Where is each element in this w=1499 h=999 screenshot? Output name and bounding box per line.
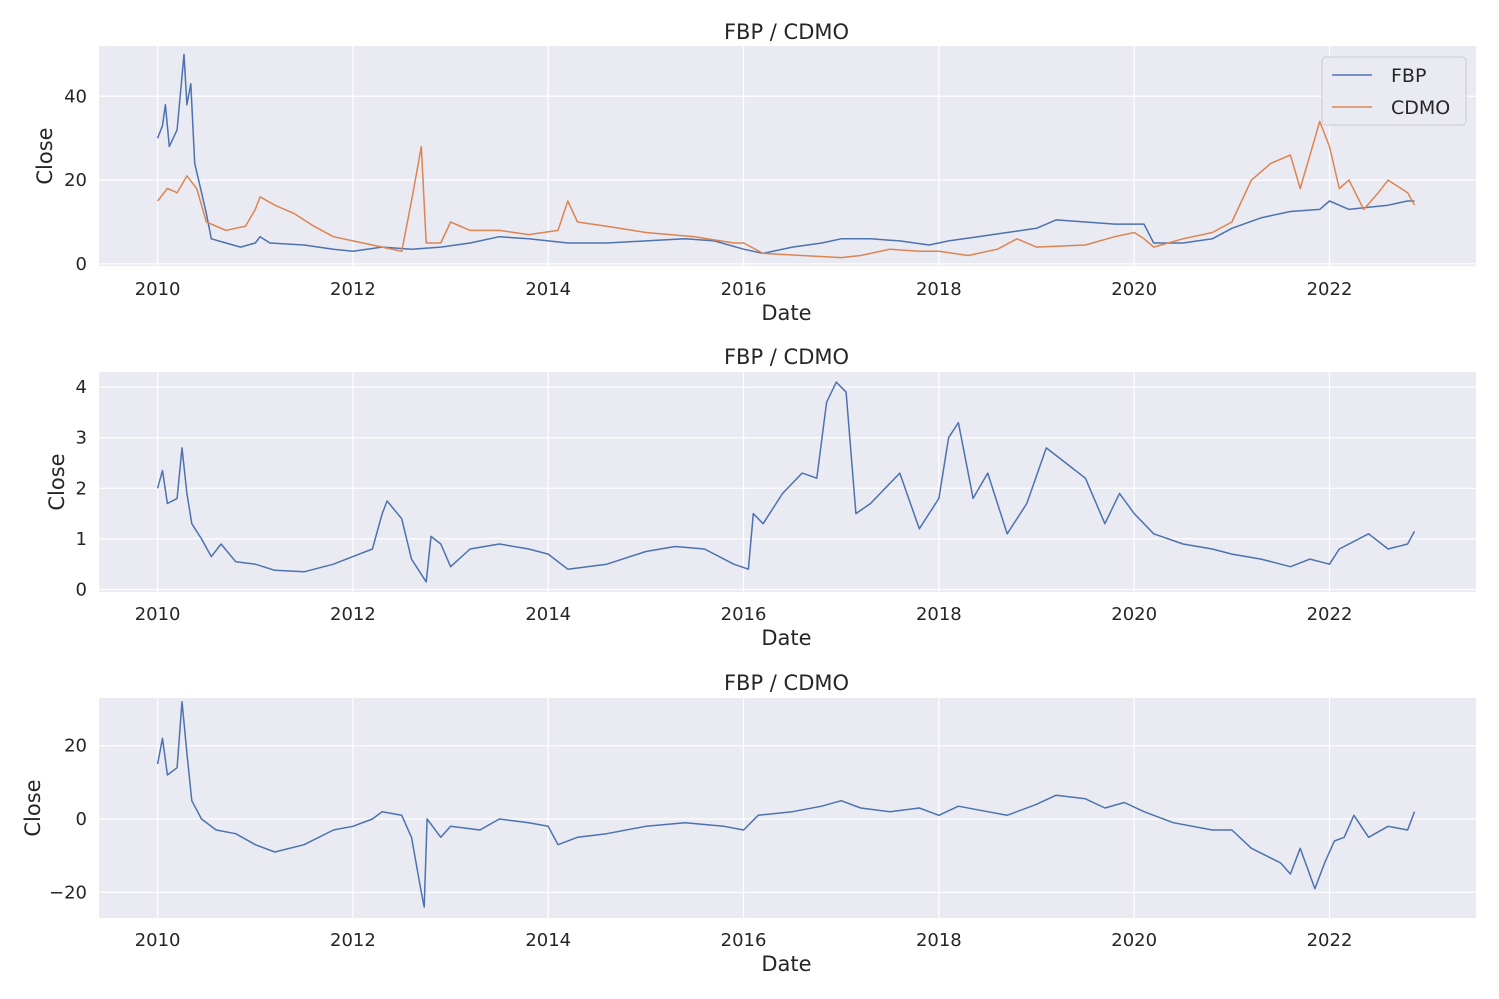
x-tick-label: 2022 bbox=[1307, 930, 1353, 951]
y-tick-label: 0 bbox=[76, 579, 87, 600]
y-axis-label: Close bbox=[33, 127, 57, 184]
y-tick-label: 0 bbox=[76, 809, 87, 830]
chart-panel-2: 2010 2012 2014 2016 2018 2020 2022 0 1 2 3 4 FBP / C… bbox=[45, 345, 1476, 650]
legend-label-fbp: FBP bbox=[1391, 65, 1426, 87]
chart-panel-3: 2010 2012 2014 2016 2018 2020 2022 −20 0 20 FBP / … bbox=[21, 671, 1476, 976]
x-tick-label: 2016 bbox=[721, 279, 767, 300]
chart-panel-1: 2010 2012 2014 2016 2018 2020 2022 0 20 40 FBP / C… bbox=[33, 20, 1476, 325]
y-tick-label: 4 bbox=[76, 377, 87, 398]
x-tick-label: 2014 bbox=[525, 279, 571, 300]
y-tick-label: 0 bbox=[76, 254, 87, 275]
series-line-series-1 bbox=[156, 381, 1416, 583]
x-tick-label: 2018 bbox=[916, 930, 962, 951]
x-tick-label: 2012 bbox=[330, 930, 376, 951]
legend-label-cdmo: CDMO bbox=[1391, 97, 1450, 119]
x-tick-label: 2020 bbox=[1111, 279, 1157, 300]
y-tick-label: −20 bbox=[49, 882, 87, 903]
y-tick-label: 3 bbox=[76, 428, 87, 449]
legend-box bbox=[1321, 56, 1467, 126]
y-tick-label: 2 bbox=[76, 478, 87, 499]
legend: FBP CDMO bbox=[1321, 56, 1467, 126]
x-tick-label: 2012 bbox=[330, 604, 376, 625]
plot-area bbox=[99, 698, 1476, 918]
x-tick-label: 2018 bbox=[916, 279, 962, 300]
y-tick-label: 20 bbox=[64, 736, 87, 757]
x-tick-label: 2010 bbox=[135, 930, 181, 951]
x-tick-label: 2016 bbox=[721, 930, 767, 951]
y-tick-label: 20 bbox=[64, 170, 87, 191]
x-tick-label: 2022 bbox=[1307, 604, 1353, 625]
y-tick-label: 40 bbox=[64, 86, 87, 107]
x-tick-label: 2020 bbox=[1111, 930, 1157, 951]
chart-title: FBP / CDMO bbox=[724, 671, 849, 695]
series-line-series-1 bbox=[156, 700, 1416, 908]
plot-area bbox=[99, 46, 1476, 266]
x-tick-label: 2014 bbox=[525, 930, 571, 951]
x-axis-label: Date bbox=[761, 626, 811, 650]
x-tick-label: 2010 bbox=[135, 604, 181, 625]
y-axis-label: Close bbox=[45, 453, 69, 510]
x-axis-label: Date bbox=[761, 952, 811, 976]
y-axis-label: Close bbox=[21, 779, 45, 836]
series-line-cdmo bbox=[157, 120, 1416, 259]
series-line-fbp bbox=[156, 53, 1415, 255]
y-tick-label: 1 bbox=[76, 529, 87, 550]
x-axis-label: Date bbox=[761, 301, 811, 325]
x-tick-label: 2014 bbox=[525, 604, 571, 625]
x-tick-label: 2016 bbox=[721, 604, 767, 625]
plot-area bbox=[99, 372, 1476, 592]
chart-title: FBP / CDMO bbox=[724, 20, 849, 44]
x-tick-label: 2018 bbox=[916, 604, 962, 625]
x-tick-label: 2010 bbox=[135, 279, 181, 300]
x-tick-label: 2020 bbox=[1111, 604, 1157, 625]
chart-title: FBP / CDMO bbox=[724, 345, 849, 369]
x-tick-label: 2012 bbox=[330, 279, 376, 300]
x-tick-label: 2022 bbox=[1307, 279, 1353, 300]
